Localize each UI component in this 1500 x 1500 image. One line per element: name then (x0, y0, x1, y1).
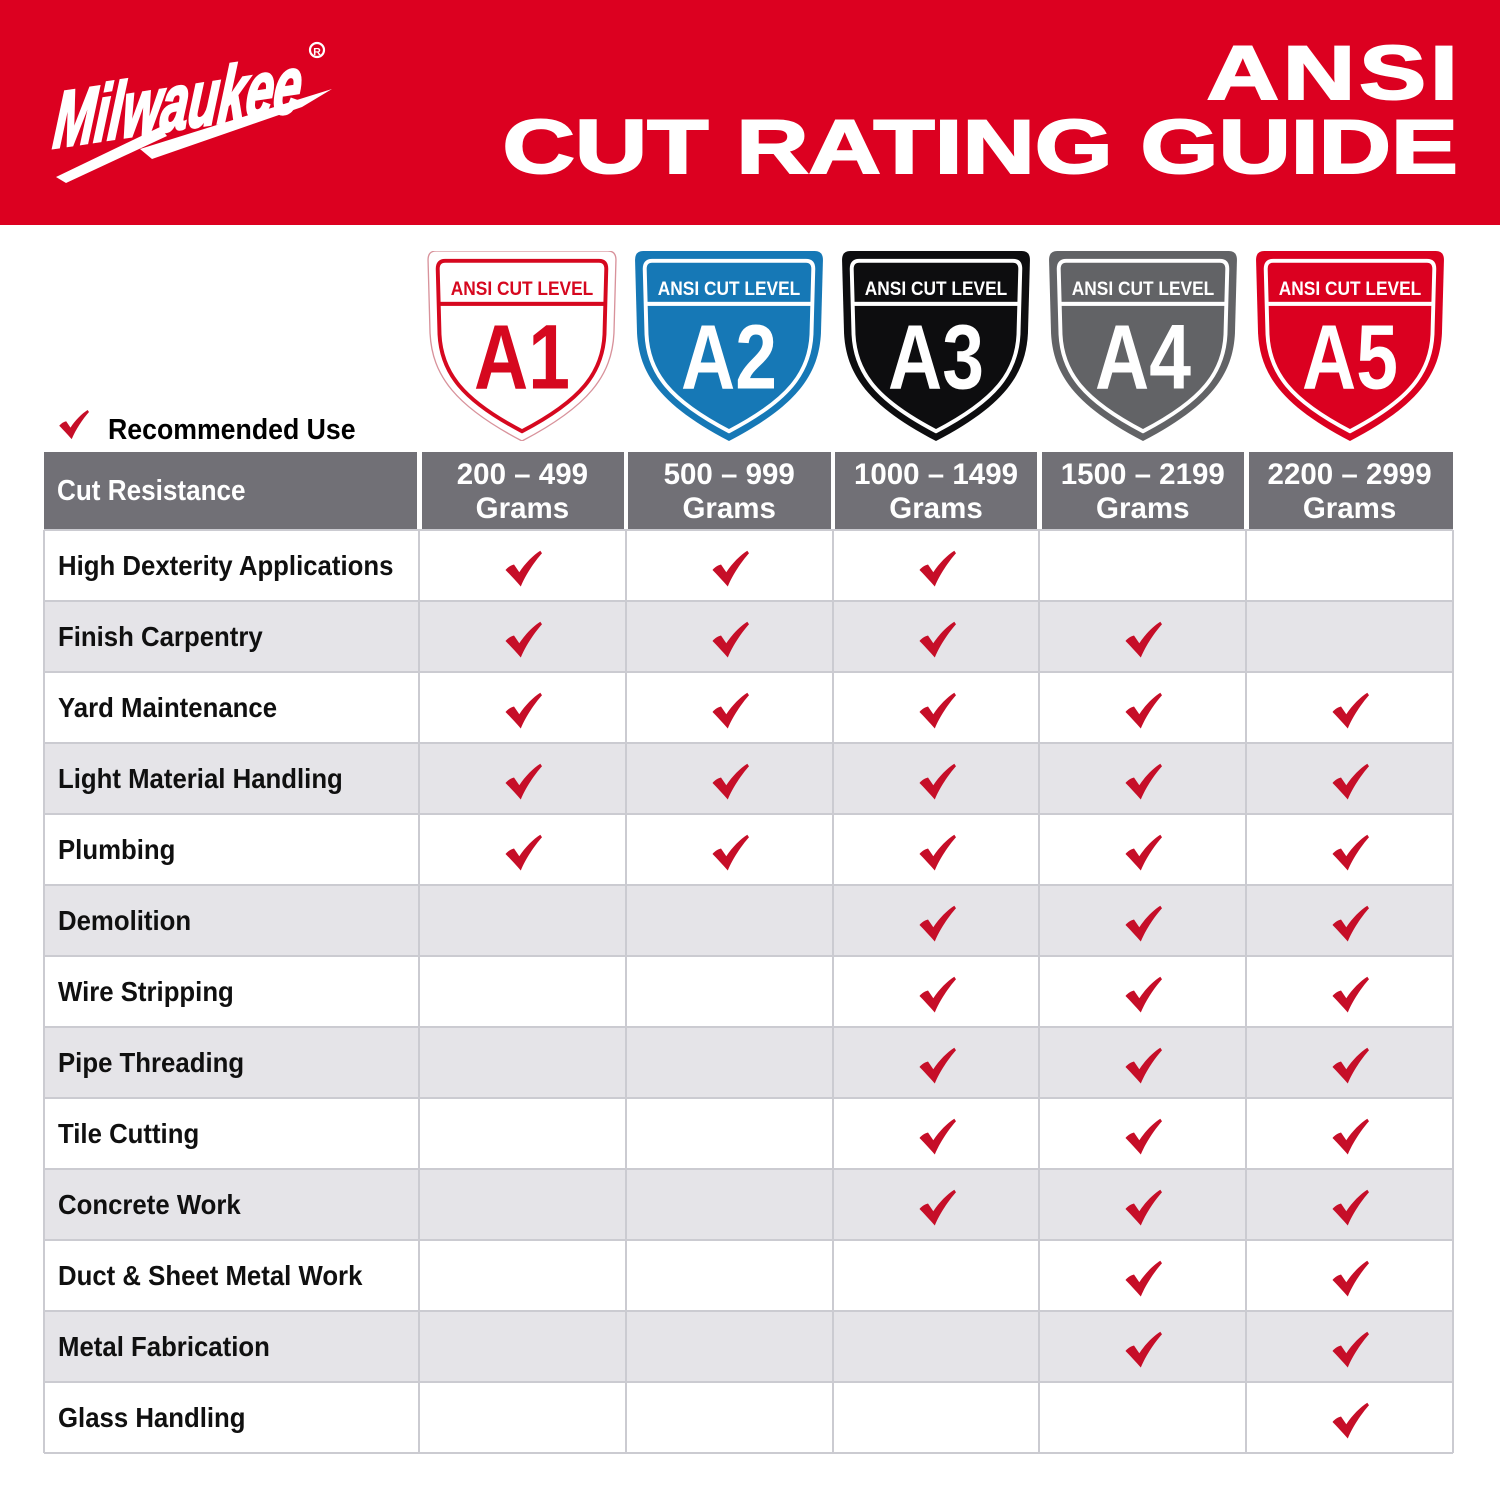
svg-text:ANSI CUT LEVEL: ANSI CUT LEVEL (1278, 279, 1421, 300)
svg-text:A2: A2 (681, 305, 777, 408)
svg-text:R: R (313, 46, 321, 58)
svg-text:A5: A5 (1302, 305, 1398, 408)
svg-text:A4: A4 (1095, 305, 1191, 408)
svg-text:ANSI CUT LEVEL: ANSI CUT LEVEL (1072, 279, 1215, 300)
svg-text:ANSI CUT LEVEL: ANSI CUT LEVEL (865, 279, 1008, 300)
svg-text:A1: A1 (474, 305, 570, 408)
svg-text:ANSI CUT LEVEL: ANSI CUT LEVEL (451, 279, 594, 300)
svg-text:A3: A3 (888, 305, 984, 408)
svg-text:ANSI CUT LEVEL: ANSI CUT LEVEL (658, 279, 801, 300)
